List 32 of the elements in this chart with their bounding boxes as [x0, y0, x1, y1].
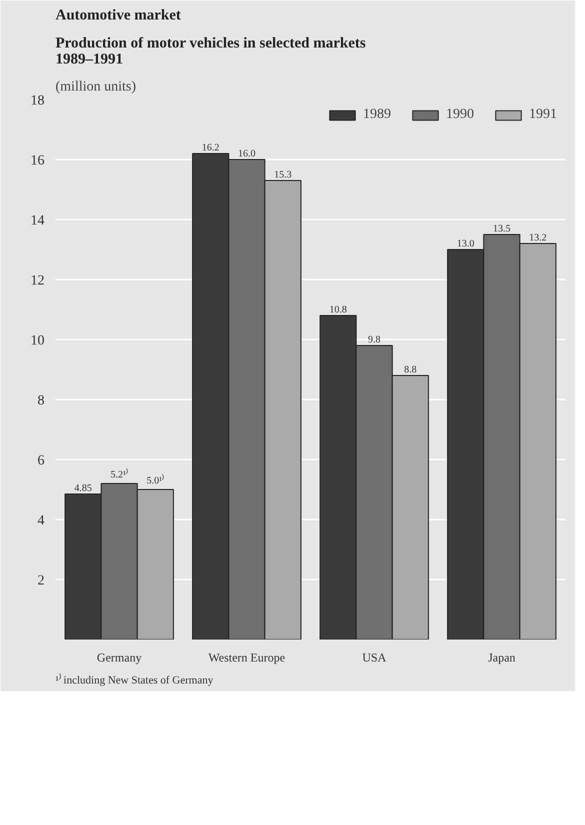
data-label: 16.2 [202, 142, 220, 154]
data-label: 10.8 [329, 304, 347, 316]
data-label: 8.8 [404, 364, 417, 376]
y-tick-label: 6 [38, 454, 44, 468]
text: ¹⁾ including New States of Germany [56, 674, 214, 686]
y-tick-label: 8 [38, 394, 44, 408]
legend-label: 1991 [529, 107, 557, 123]
y-tick-label: 12 [30, 274, 44, 288]
x-tick-label: Germany [96, 650, 142, 664]
chart-title: Automotive market [56, 8, 181, 24]
data-label: 4.85 [74, 483, 92, 494]
y-tick-label: 4 [38, 514, 44, 528]
y-tick-label: 16 [30, 154, 44, 168]
text: (million units) [56, 80, 136, 94]
data-label: 13.0 [456, 238, 474, 250]
data-label: 13.2 [529, 232, 547, 244]
y-tick-label: 14 [30, 214, 44, 228]
data-label: 15.3 [274, 170, 292, 180]
data-label: 9.8 [368, 334, 380, 346]
data-label: 13.5 [493, 224, 510, 234]
y-tick-label: 18 [30, 94, 44, 108]
x-tick-label: USA [362, 650, 387, 664]
legend-label: 1989 [363, 107, 391, 123]
x-tick-label: Japan [488, 650, 516, 664]
data-label: 5.0¹⁾ [146, 474, 164, 486]
y-tick-label: 2 [38, 574, 44, 588]
data-label: 16.0 [238, 148, 256, 160]
legend-label: 1990 [446, 107, 474, 123]
y-tick-label: 10 [30, 334, 44, 348]
chart-subtitle: Production of motor vehicles in selected markets 1989–1991 [56, 36, 366, 68]
data-label: 5.2¹⁾ [110, 468, 128, 480]
x-tick-label: Western Europe [208, 650, 286, 664]
